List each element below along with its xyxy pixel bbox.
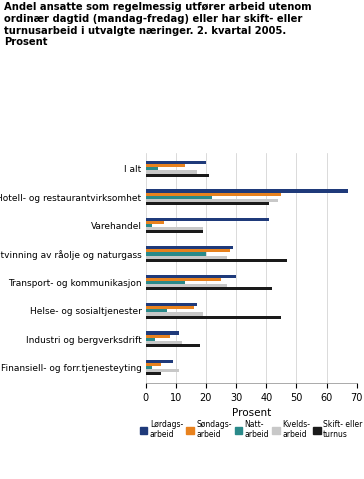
Bar xyxy=(146,252,206,256)
Bar xyxy=(146,363,161,366)
Bar xyxy=(146,173,209,177)
Bar xyxy=(146,341,182,344)
Bar xyxy=(146,331,179,334)
Bar xyxy=(146,287,272,290)
Bar xyxy=(146,227,203,230)
Bar xyxy=(146,167,158,171)
Bar xyxy=(146,164,185,167)
Bar xyxy=(146,369,179,372)
Bar xyxy=(146,250,230,252)
Bar xyxy=(146,344,200,347)
Bar xyxy=(146,202,269,205)
Bar xyxy=(146,309,167,312)
Bar xyxy=(146,190,348,193)
Bar xyxy=(146,334,170,338)
Bar xyxy=(146,256,227,259)
Bar xyxy=(146,171,197,173)
Text: Andel ansatte som regelmessig utfører arbeid utenom
ordinær dagtid (mandag-freda: Andel ansatte som regelmessig utfører ar… xyxy=(4,2,311,47)
Bar xyxy=(146,246,233,250)
Bar xyxy=(146,372,161,376)
Bar xyxy=(146,196,212,199)
Bar xyxy=(146,224,152,227)
Bar xyxy=(146,193,281,196)
Bar xyxy=(146,274,236,278)
Bar xyxy=(146,284,227,287)
Bar xyxy=(146,218,269,221)
Bar xyxy=(146,199,278,202)
Bar xyxy=(146,366,152,369)
Bar xyxy=(146,221,164,224)
Bar xyxy=(146,161,206,164)
Bar xyxy=(146,338,155,341)
Bar xyxy=(146,360,173,363)
Bar xyxy=(146,230,203,233)
X-axis label: Prosent: Prosent xyxy=(232,409,271,419)
Bar xyxy=(146,312,203,316)
Bar xyxy=(146,259,287,262)
Bar xyxy=(146,278,221,281)
Bar xyxy=(146,316,281,319)
Bar xyxy=(146,306,194,309)
Legend: Lørdags-
arbeid, Søndags-
arbeid, Natt-
arbeid, Kvelds-
arbeid, Skift- eller
tur: Lørdags- arbeid, Søndags- arbeid, Natt- … xyxy=(137,417,364,443)
Bar xyxy=(146,281,185,284)
Bar xyxy=(146,303,197,306)
